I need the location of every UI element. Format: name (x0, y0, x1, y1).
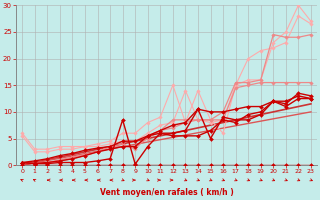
X-axis label: Vent moyen/en rafales ( km/h ): Vent moyen/en rafales ( km/h ) (100, 188, 234, 197)
